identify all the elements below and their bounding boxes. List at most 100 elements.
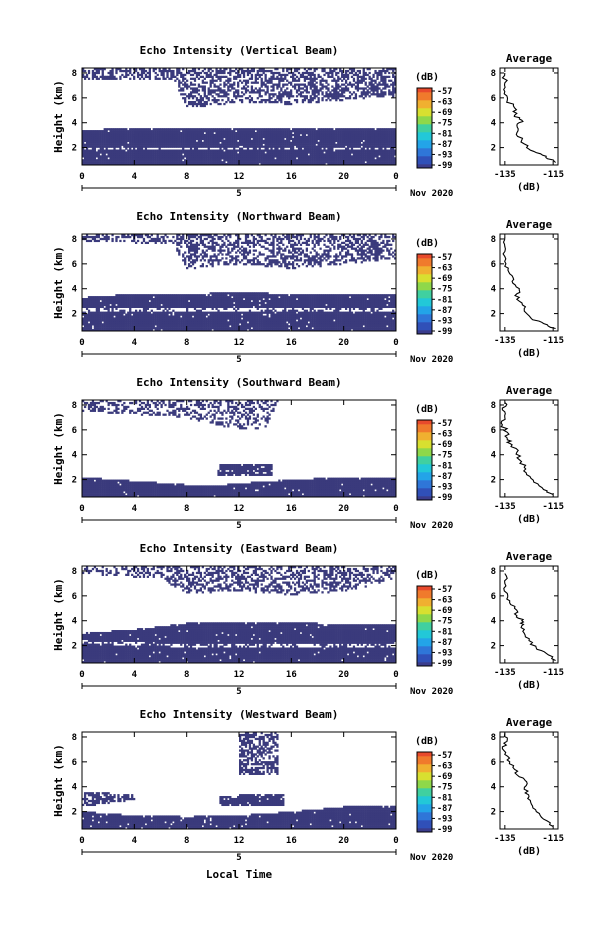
colorbar-tick-label: -69: [437, 274, 452, 284]
colorbar-tick-label: -81: [437, 627, 452, 637]
colorbar-segment: [417, 630, 432, 634]
profile-x-tick-label: -135: [494, 502, 516, 512]
colorbar-segment: [417, 472, 432, 476]
y-tick-label: 8: [72, 733, 77, 743]
profile-x-label: (dB): [517, 514, 541, 525]
colorbar-segment: [417, 286, 432, 290]
x-tick-label: 12: [234, 504, 245, 514]
x-tick-label: 0: [79, 504, 84, 514]
colorbar-segment: [417, 756, 432, 760]
colorbar-tick-label: -93: [437, 814, 452, 824]
x-tick-label: 0: [393, 836, 398, 846]
colorbar-segment: [417, 804, 432, 808]
colorbar-tick-label: -99: [437, 493, 452, 503]
profile-y-tick-label: 2: [491, 310, 496, 320]
colorbar-segment: [417, 772, 432, 776]
x-tick-label: 0: [79, 670, 84, 680]
colorbar-segment: [417, 116, 432, 120]
colorbar-segment: [417, 824, 432, 828]
colorbar-segment: [417, 800, 432, 804]
colorbar-segment: [417, 622, 432, 626]
colorbar-segment: [417, 262, 432, 266]
colorbar-segment: [417, 650, 432, 654]
colorbar-tick-label: -63: [437, 430, 452, 440]
colorbar-segment: [417, 148, 432, 152]
profile-frame: [500, 400, 558, 497]
profile-y-tick-label: 2: [491, 144, 496, 154]
colorbar-segment: [417, 152, 432, 156]
profile-y-tick-label: 2: [491, 808, 496, 818]
profile-y-tick-label: 8: [491, 733, 496, 743]
panel-1: Echo Intensity (Vertical Beam) 2 4 6 8 Height…: [52, 44, 564, 199]
colorbar-tick-label: -69: [437, 440, 452, 450]
y-tick-label: 4: [72, 451, 78, 461]
colorbar-segment: [417, 144, 432, 148]
colorbar-segment: [417, 326, 432, 330]
x-tick-label: 12: [234, 172, 245, 182]
colorbar-segment: [417, 156, 432, 160]
colorbar-segment: [417, 132, 432, 136]
colorbar-segment: [417, 274, 432, 278]
colorbar-segment: [417, 432, 432, 436]
colorbar-unit: (dB): [415, 570, 439, 581]
y-tick-label: 4: [72, 119, 78, 129]
colorbar-segment: [417, 812, 432, 816]
colorbar-segment: [417, 646, 432, 650]
profile-x-tick-label: -115: [542, 668, 564, 678]
colorbar-segment: [417, 614, 432, 618]
date-label: 5: [236, 521, 241, 531]
colorbar-tick-label: -87: [437, 140, 452, 150]
x-tick-label: 20: [338, 836, 349, 846]
colorbar-segment: [417, 298, 432, 302]
y-axis-label: Height (km): [52, 80, 65, 153]
colorbar-segment: [417, 440, 432, 444]
profile-line: [502, 733, 553, 826]
profile-x-tick-label: -115: [542, 170, 564, 180]
colorbar-tick-label: -75: [437, 783, 452, 793]
y-tick-label: 2: [72, 144, 77, 154]
profile-y-tick-label: 6: [491, 94, 496, 104]
colorbar-tick-label: -57: [437, 419, 452, 429]
profile-y-tick-label: 6: [491, 426, 496, 436]
colorbar-segment: [417, 420, 432, 424]
colorbar-tick-label: -93: [437, 648, 452, 658]
colorbar-tick-label: -87: [437, 804, 452, 814]
colorbar-segment: [417, 266, 432, 270]
colorbar-tick-label: -93: [437, 482, 452, 492]
colorbar-segment: [417, 290, 432, 294]
colorbar-segment: [417, 638, 432, 642]
y-tick-label: 6: [72, 426, 77, 436]
x-tick-label: 12: [234, 338, 245, 348]
profile-y-tick-label: 8: [491, 69, 496, 79]
profile-line: [503, 73, 556, 163]
colorbar-tick-label: -87: [437, 472, 452, 482]
colorbar-segment: [417, 314, 432, 318]
profile-x-tick-label: -115: [542, 502, 564, 512]
y-tick-label: 6: [72, 758, 77, 768]
y-tick-label: 8: [72, 69, 77, 79]
colorbar-segment: [417, 768, 432, 772]
colorbar-segment: [417, 108, 432, 112]
colorbar-segment: [417, 590, 432, 594]
colorbar-tick-label: -57: [437, 87, 452, 97]
colorbar-segment: [417, 124, 432, 128]
colorbar-segment: [417, 140, 432, 144]
x-tick-label: 0: [79, 836, 84, 846]
colorbar-segment: [417, 444, 432, 448]
x-tick-label: 0: [393, 172, 398, 182]
colorbar-segment: [417, 460, 432, 464]
colorbar-tick-label: -93: [437, 316, 452, 326]
colorbar-segment: [417, 598, 432, 602]
profile-title: Average: [506, 218, 553, 231]
x-tick-label: 4: [132, 836, 138, 846]
colorbar-tick-label: -75: [437, 617, 452, 627]
colorbar-tick-label: -99: [437, 327, 452, 337]
colorbar-segment: [417, 796, 432, 800]
month-label: Nov 2020: [410, 521, 453, 531]
y-tick-label: 6: [72, 260, 77, 270]
profile-frame: [500, 68, 558, 165]
profile-y-tick-label: 8: [491, 401, 496, 411]
x-tick-label: 8: [184, 670, 189, 680]
colorbar-unit: (dB): [415, 404, 439, 415]
colorbar-segment: [417, 476, 432, 480]
